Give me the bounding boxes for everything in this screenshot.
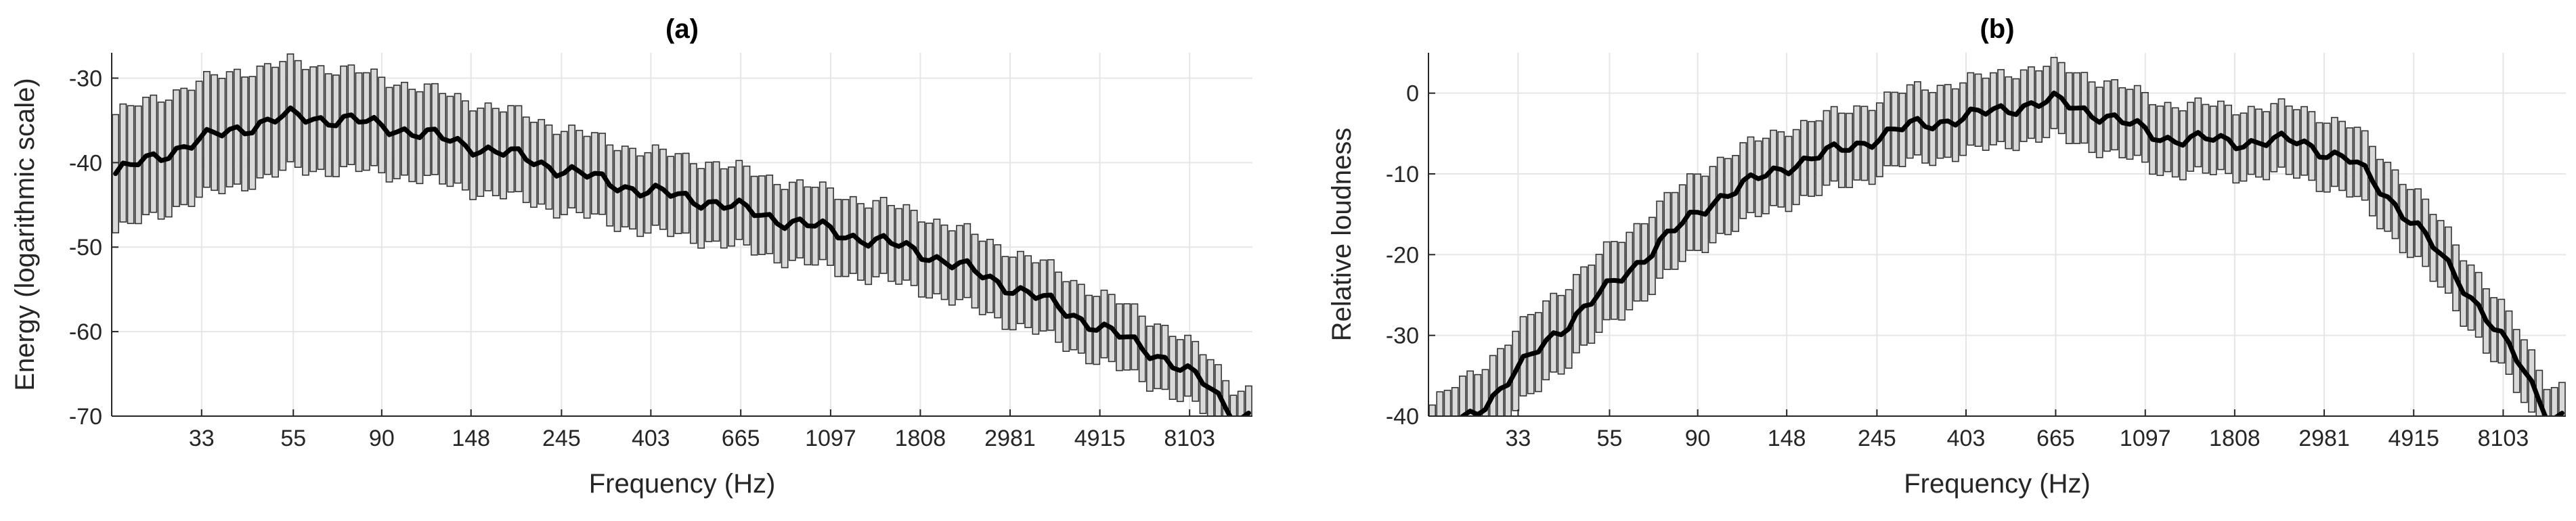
x-tick-label: 403 xyxy=(632,426,670,451)
y-tick-label: -50 xyxy=(69,235,102,260)
x-tick-label: 90 xyxy=(369,426,395,451)
spread-box xyxy=(2543,388,2551,416)
mean-line xyxy=(1460,90,2564,416)
x-tick-label: 1808 xyxy=(895,426,946,451)
x-tick-label: 148 xyxy=(1768,426,1806,451)
y-tick-label: -10 xyxy=(1386,162,1419,187)
y-tick-label: -60 xyxy=(69,319,102,345)
x-tick-label: 2981 xyxy=(984,426,1036,451)
spread-box xyxy=(1428,404,1436,416)
x-tick-label: 665 xyxy=(722,426,760,451)
x-tick-label: 1097 xyxy=(2120,426,2171,451)
plot-area xyxy=(112,53,1252,416)
x-tick-label: 90 xyxy=(1685,426,1711,451)
x-tick-label: 33 xyxy=(189,426,215,451)
spread-box xyxy=(2550,386,2558,416)
panel-title: (a) xyxy=(665,14,699,44)
x-tick-label: 55 xyxy=(1597,426,1623,451)
spread-box xyxy=(1451,387,1459,416)
y-tick-label: -70 xyxy=(69,404,102,430)
y-tick-label: -40 xyxy=(1386,404,1419,430)
x-tick-label: 8103 xyxy=(1164,426,1215,451)
x-tick-label: 4915 xyxy=(1074,426,1126,451)
x-tick-label: 245 xyxy=(542,426,581,451)
x-tick-label: 55 xyxy=(280,426,306,451)
y-axis-label: Relative loudness xyxy=(1327,128,1357,342)
x-axis-label: Frequency (Hz) xyxy=(1904,469,2091,499)
panel-b: 33 55 90 148 245 403 665 1097 1808 2981 4915 8103 0 -… xyxy=(1327,14,2566,499)
y-tick-label: -40 xyxy=(69,150,102,176)
spread-box xyxy=(1229,394,1238,416)
x-tick-label: 4915 xyxy=(2388,426,2439,451)
x-tick-label: 403 xyxy=(1947,426,1986,451)
x-tick-label: 8103 xyxy=(2478,426,2529,451)
spread-box xyxy=(1237,390,1245,416)
x-tick-label: 33 xyxy=(1505,426,1531,451)
y-tick-label: 0 xyxy=(1406,81,1419,107)
spread-box xyxy=(2535,369,2544,416)
spread-box xyxy=(1443,390,1451,416)
spread-box xyxy=(1436,391,1444,416)
x-tick-label: 1808 xyxy=(2209,426,2261,451)
x-tick-label: 1097 xyxy=(805,426,856,451)
y-tick-label: -30 xyxy=(69,66,102,91)
y-axis-label: Energy (logarithmic scale) xyxy=(10,78,40,390)
mean-line xyxy=(113,105,1251,416)
x-tick-label: 245 xyxy=(1858,426,1896,451)
x-tick-label: 148 xyxy=(452,426,490,451)
x-tick-label: 2981 xyxy=(2298,426,2350,451)
x-axis-label: Frequency (Hz) xyxy=(589,469,776,499)
plot-area xyxy=(1428,57,2566,416)
x-tick-label: 665 xyxy=(2036,426,2075,451)
spread-box xyxy=(1222,380,1230,416)
panel-a: 33 55 90 148 245 403 665 1097 1808 2981 4915 8103 -3… xyxy=(10,14,1252,499)
y-tick-label: -30 xyxy=(1386,323,1419,349)
y-tick-label: -20 xyxy=(1386,242,1419,268)
spread-box xyxy=(1459,376,1466,416)
panel-title: (b) xyxy=(1980,14,2014,44)
